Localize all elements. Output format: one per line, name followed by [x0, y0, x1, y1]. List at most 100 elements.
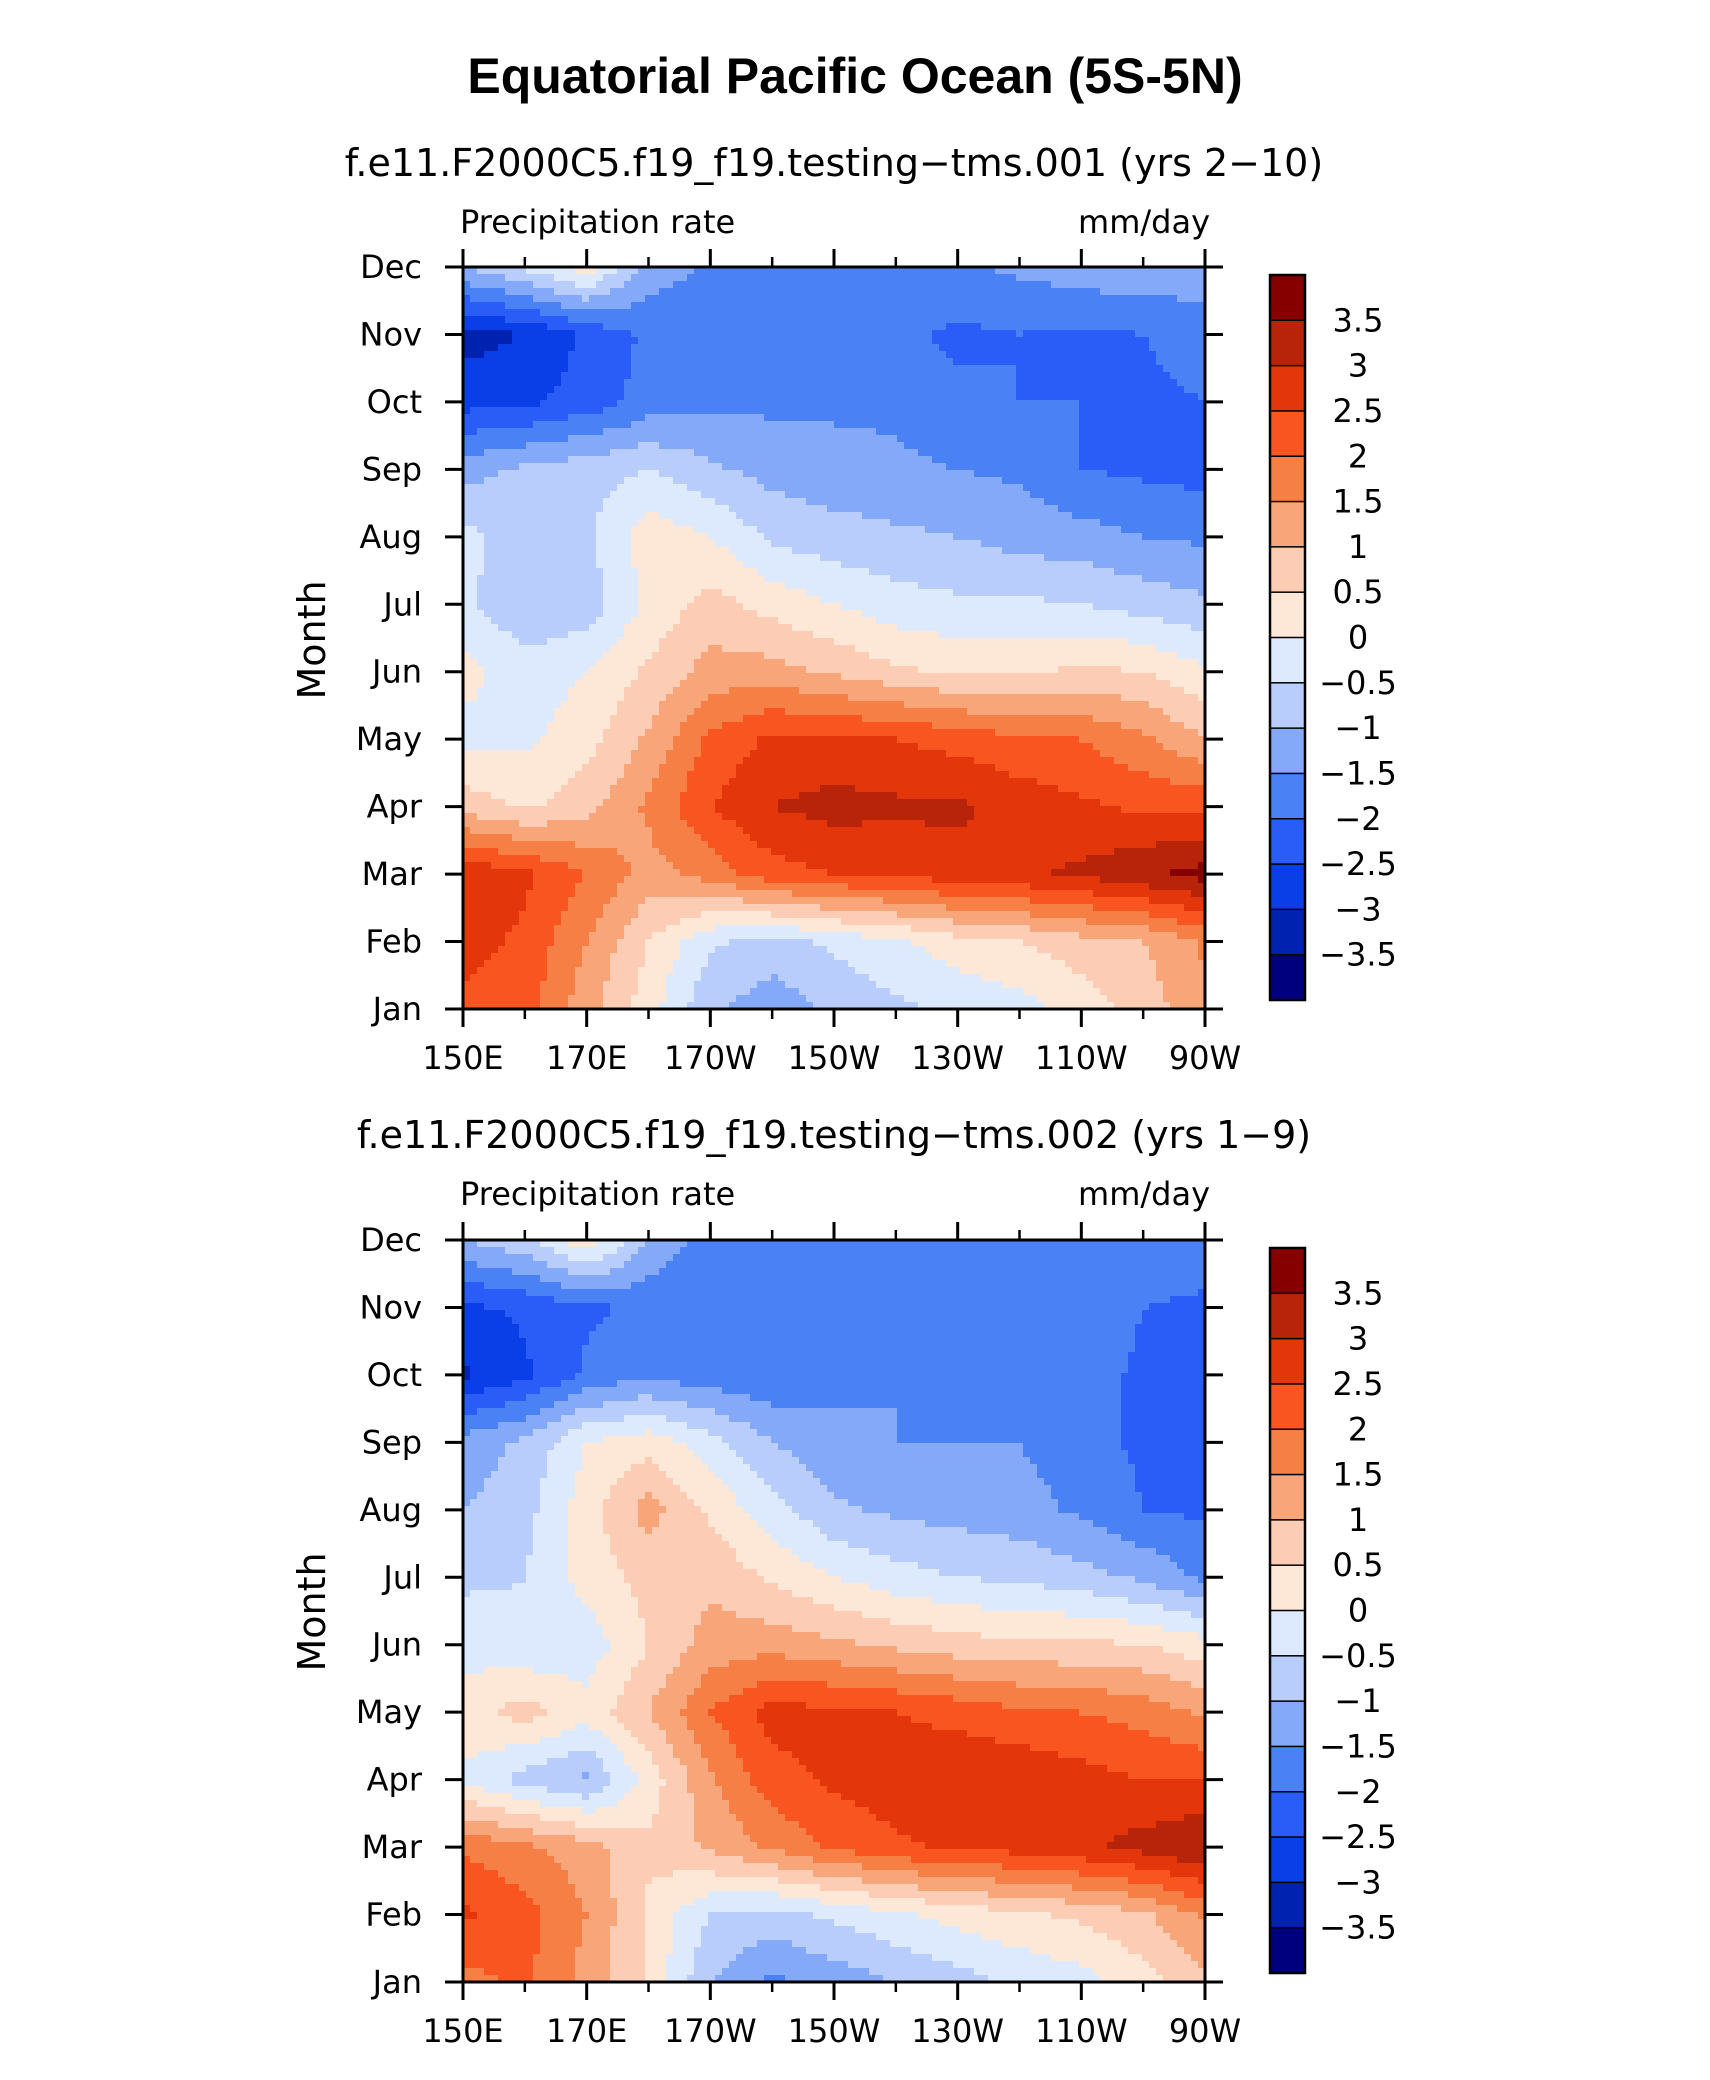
heatmap-cell	[1093, 428, 1101, 436]
heatmap-cell	[785, 533, 793, 541]
heatmap-cell	[1037, 316, 1045, 324]
heatmap-cell	[813, 477, 821, 485]
heatmap-cell	[582, 449, 590, 457]
heatmap-cell	[848, 407, 856, 415]
heatmap-cell	[568, 386, 576, 394]
heatmap-cell	[715, 470, 723, 478]
heatmap-cell	[1044, 533, 1052, 541]
heatmap-cell	[694, 414, 702, 422]
heatmap-cell	[1051, 561, 1059, 569]
heatmap-cell	[596, 344, 604, 352]
heatmap-cell	[1093, 519, 1101, 527]
heatmap-cell	[652, 330, 660, 338]
heatmap-cell	[512, 442, 520, 450]
heatmap-cell	[680, 477, 688, 485]
heatmap-cell	[1163, 519, 1171, 527]
heatmap-cell	[659, 344, 667, 352]
heatmap-cell	[694, 526, 702, 534]
heatmap-cell	[1051, 449, 1059, 457]
heatmap-cell	[680, 491, 688, 499]
heatmap-cell	[1100, 554, 1108, 562]
heatmap-cell	[526, 449, 534, 457]
heatmap-cell	[596, 330, 604, 338]
heatmap-cell	[708, 533, 716, 541]
heatmap-cell	[1177, 295, 1185, 303]
heatmap-cell	[603, 358, 611, 366]
heatmap-cell	[701, 428, 709, 436]
heatmap-cell	[491, 533, 499, 541]
heatmap-cell	[673, 393, 681, 401]
heatmap-cell	[1184, 267, 1192, 275]
heatmap-cell	[820, 274, 828, 282]
heatmap-cell	[1198, 435, 1205, 443]
heatmap-cell	[568, 365, 576, 373]
heatmap-cell	[491, 596, 499, 604]
heatmap-cell	[862, 526, 870, 534]
heatmap-cell	[960, 526, 968, 534]
heatmap-cell	[764, 372, 772, 380]
heatmap-cell	[652, 386, 660, 394]
heatmap-cell	[729, 351, 737, 359]
heatmap-cell	[484, 463, 492, 471]
heatmap-cell	[1023, 519, 1031, 527]
heatmap-cell	[869, 435, 877, 443]
heatmap-cell	[771, 414, 779, 422]
heatmap-cell	[729, 365, 737, 373]
heatmap-cell	[561, 351, 569, 359]
heatmap-cell	[778, 379, 786, 387]
heatmap-cell	[701, 435, 709, 443]
heatmap-cell	[708, 491, 716, 499]
heatmap-cell	[785, 561, 793, 569]
heatmap-cell	[568, 393, 576, 401]
heatmap-cell	[470, 519, 478, 527]
heatmap-cell	[995, 463, 1003, 471]
heatmap-cell	[1128, 316, 1136, 324]
heatmap-cell	[554, 428, 562, 436]
heatmap-cell	[862, 323, 870, 331]
heatmap-cell	[666, 337, 674, 345]
heatmap-cell	[561, 554, 569, 562]
heatmap-cell	[876, 428, 884, 436]
heatmap-cell	[757, 568, 765, 576]
heatmap-cell	[1184, 547, 1192, 555]
heatmap-cell	[1009, 309, 1017, 317]
heatmap-cell	[687, 561, 695, 569]
heatmap-cell	[778, 295, 786, 303]
heatmap-cell	[715, 309, 723, 317]
heatmap-cell	[750, 533, 758, 541]
heatmap-cell	[834, 575, 842, 583]
heatmap-cell	[946, 274, 954, 282]
heatmap-cell	[1128, 302, 1136, 310]
heatmap-cell	[932, 316, 940, 324]
heatmap-cell	[736, 442, 744, 450]
heatmap-cell	[1107, 505, 1115, 513]
heatmap-cell	[526, 295, 534, 303]
heatmap-cell	[526, 554, 534, 562]
heatmap-cell	[1142, 323, 1150, 331]
heatmap-cell	[967, 358, 975, 366]
heatmap-cell	[855, 365, 863, 373]
heatmap-cell	[610, 491, 618, 499]
heatmap-cell	[1114, 414, 1122, 422]
heatmap-cell	[477, 393, 485, 401]
heatmap-cell	[778, 288, 786, 296]
heatmap-cell	[568, 414, 576, 422]
heatmap-cell	[1016, 435, 1024, 443]
heatmap-cell	[1135, 547, 1143, 555]
heatmap-cell	[708, 554, 716, 562]
heatmap-cell	[736, 330, 744, 338]
heatmap-cell	[680, 267, 688, 275]
heatmap-cell	[988, 386, 996, 394]
heatmap-cell	[848, 498, 856, 506]
heatmap-cell	[484, 596, 492, 604]
heatmap-cell	[484, 533, 492, 541]
heatmap-cell	[673, 421, 681, 429]
heatmap-cell	[1044, 470, 1052, 478]
heatmap-cell	[701, 407, 709, 415]
heatmap-cell	[1009, 358, 1017, 366]
heatmap-cell	[1191, 414, 1199, 422]
heatmap-cell	[554, 288, 562, 296]
heatmap-cell	[918, 274, 926, 282]
heatmap-cell	[1198, 533, 1205, 541]
heatmap-cell	[1177, 386, 1185, 394]
